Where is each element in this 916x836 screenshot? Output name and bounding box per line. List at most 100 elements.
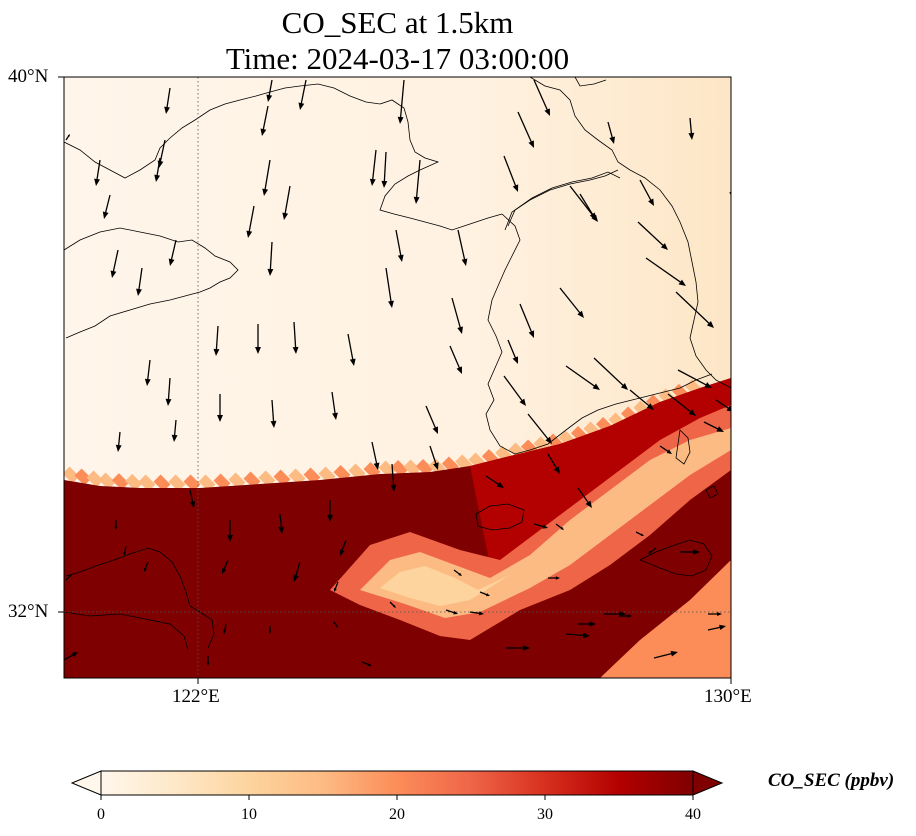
- wind-arrow: [213, 325, 220, 356]
- wind-arrow: [268, 626, 272, 634]
- wind-arrow: [593, 357, 628, 390]
- plume-inner-light: [380, 566, 510, 606]
- wind-arrow: [680, 549, 700, 555]
- edge-cell: [111, 473, 129, 491]
- wind-arrow: [503, 375, 526, 406]
- wind-arrow: [206, 656, 210, 666]
- wind-arrow: [333, 621, 338, 628]
- edge-cell: [183, 474, 201, 492]
- wind-arrow: [449, 345, 462, 374]
- wind-arrow: [578, 621, 596, 627]
- wind-arrow: [577, 487, 592, 508]
- wind-arrow: [445, 609, 458, 615]
- wind-arrow: [453, 569, 462, 576]
- edge-cell: [228, 472, 246, 490]
- edge-cell: [98, 472, 116, 490]
- wind-arrow: [327, 500, 333, 522]
- edge-cell: [403, 459, 421, 477]
- wind-arrow: [479, 591, 490, 597]
- wind-arrow: [227, 520, 233, 542]
- colorbar-tick-label: 30: [537, 806, 553, 823]
- wind-arrow: [533, 523, 548, 529]
- x-tick-label-122e: 122°E: [172, 686, 220, 707]
- wind-arrow: [255, 324, 261, 354]
- wind-arrow: [371, 441, 380, 470]
- wind-arrow: [648, 547, 657, 554]
- wind-arrow: [65, 574, 72, 581]
- edge-cell: [153, 474, 171, 492]
- edge-cell: [243, 471, 261, 489]
- edge-cell: [273, 469, 291, 487]
- edge-cell: [378, 460, 396, 478]
- wind-arrow: [639, 179, 654, 206]
- edge-cell: [213, 473, 231, 491]
- wind-arrow: [569, 185, 598, 222]
- wind-arrow: [369, 149, 377, 186]
- colorbar-tick-label: 0: [97, 806, 105, 823]
- wind-arrow: [527, 413, 552, 444]
- wind-arrow: [645, 257, 686, 286]
- wind-arrow: [217, 394, 223, 422]
- wind-arrow: [653, 650, 678, 659]
- map-frame: [63, 76, 732, 679]
- wind-arrow: [547, 453, 560, 474]
- wind-arrow: [361, 661, 372, 667]
- coastlines: [64, 77, 731, 651]
- wind-arrow: [136, 267, 143, 296]
- wind-arrow: [110, 249, 119, 278]
- wind-arrow: [675, 291, 714, 328]
- wind-arrow: [688, 117, 695, 140]
- edge-cell: [416, 459, 433, 476]
- wind-arrow: [677, 369, 712, 388]
- map-subtitle: Time: 2024-03-17 03:00:00: [225, 41, 570, 76]
- edge-cell: [74, 468, 92, 486]
- wind-arrow: [347, 333, 356, 366]
- colorbar-bar: [100, 770, 694, 796]
- edge-cell: [288, 468, 306, 486]
- wind-arrow: [267, 241, 274, 276]
- wind-arrow: [278, 513, 285, 534]
- red-band: [470, 378, 731, 565]
- wind-arrow: [485, 475, 504, 488]
- colorbar-extend-low: [70, 770, 102, 796]
- x-tick-label-130e: 130°E: [704, 686, 752, 707]
- wind-arrow: [282, 185, 291, 220]
- wind-arrow: [64, 652, 78, 661]
- wind-arrow: [659, 445, 672, 454]
- wind-arrow: [506, 645, 530, 651]
- wind-arrow: [154, 157, 161, 182]
- wind-arrow: [708, 611, 722, 617]
- wind-arrow: [395, 229, 404, 262]
- wind-arrow: [607, 121, 615, 144]
- wind-arrow: [555, 523, 564, 530]
- edge-cell: [258, 470, 276, 488]
- wind-arrow: [533, 79, 550, 116]
- wind-arrow: [333, 581, 339, 592]
- wind-arrow: [637, 221, 668, 250]
- wind-arrow: [425, 405, 438, 434]
- wind-arrow: [293, 561, 301, 582]
- edge-cell: [86, 470, 104, 488]
- wind-arrow: [715, 399, 731, 412]
- colorbar-extend-high: [692, 770, 724, 796]
- wind-arrow: [270, 399, 277, 428]
- wind-arrow: [165, 377, 172, 406]
- wind-arrow: [292, 321, 299, 354]
- edge-cell: [198, 474, 216, 492]
- wind-arrow: [123, 545, 127, 556]
- edge-cell: [168, 474, 186, 492]
- wind-arrow: [517, 111, 534, 148]
- wind-arrow: [629, 389, 654, 410]
- wind-arrow: [620, 614, 632, 618]
- wind-arrow: [457, 229, 468, 266]
- wind-arrow: [65, 134, 70, 141]
- wind-arrow: [397, 79, 405, 124]
- wind-arrow: [507, 339, 519, 364]
- colorbar-label: CO_SEC (ppbv): [768, 770, 895, 791]
- map-title: CO_SEC at 1.5km: [281, 5, 514, 40]
- wind-arrow: [667, 393, 696, 416]
- wind-arrow: [168, 239, 177, 266]
- edge-cell: [138, 474, 156, 492]
- wind-arrow: [246, 205, 255, 238]
